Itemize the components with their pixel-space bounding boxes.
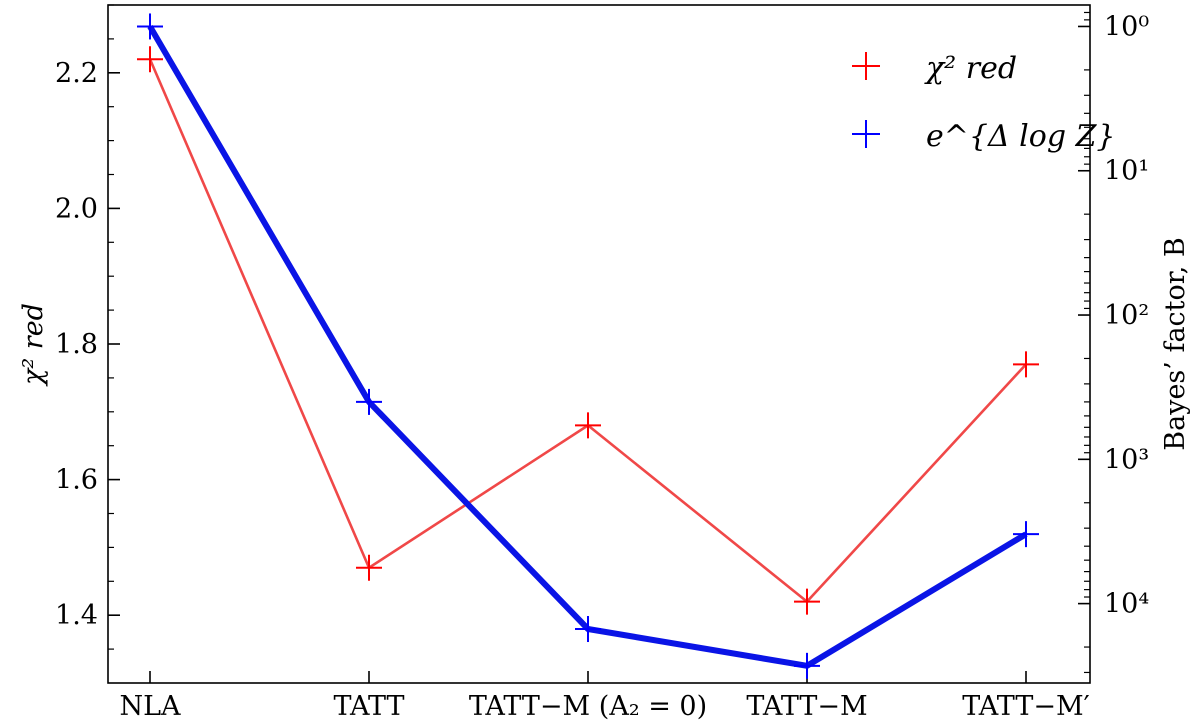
point-chi2 <box>137 46 163 73</box>
point-chi2 <box>1013 351 1039 378</box>
point-evidence <box>137 13 163 40</box>
point-chi2 <box>575 412 601 439</box>
point-chi2 <box>356 554 382 581</box>
legend-label-chi2: χ² red <box>924 51 1017 86</box>
legend-marker-chi2 <box>852 52 880 80</box>
x-tick-label: NLA <box>119 691 181 722</box>
point-evidence <box>794 652 820 679</box>
y-tick-label: 2.0 <box>55 193 98 224</box>
x-tick-label: TATT−M (A₂ = 0) <box>469 691 707 722</box>
x-tick-label: TATT−M′ <box>962 691 1089 722</box>
x-tick-label: TATT−M <box>746 691 867 722</box>
point-evidence <box>356 388 382 415</box>
y2-tick-label: 10⁴ <box>1104 589 1149 620</box>
legend-label-evidence: e^{Δ log Z} <box>926 119 1116 154</box>
series-line-chi2 <box>148 58 1027 604</box>
y-axis-title: χ² red <box>18 303 49 387</box>
point-evidence <box>575 616 601 643</box>
legend: χ² red e^{Δ log Z} <box>852 51 1116 154</box>
y2-tick-label: 10⁰ <box>1104 11 1149 42</box>
point-chi2 <box>794 588 820 615</box>
y2-tick-label: 10³ <box>1104 444 1149 475</box>
series-line-evidence <box>147 24 1028 669</box>
ticks: 1.4 1.6 1.8 2.0 2.2 10⁰ 10¹ 10² 10³ 10⁴ NLA TATT TAT… <box>55 4 1149 722</box>
legend-marker-evidence <box>852 120 880 148</box>
x-tick-label: TATT <box>333 691 404 722</box>
y2-tick-label: 10² <box>1104 300 1149 331</box>
y-tick-label: 2.2 <box>55 58 98 89</box>
y-tick-label: 1.4 <box>55 600 98 631</box>
series-layer <box>137 13 1039 679</box>
point-evidence <box>1013 521 1039 548</box>
y-tick-label: 1.8 <box>55 329 98 360</box>
y-tick-label: 1.6 <box>55 465 98 496</box>
y2-tick-label: 10¹ <box>1104 156 1149 187</box>
y2-axis-title: Bayes’ factor, B <box>1160 237 1191 450</box>
